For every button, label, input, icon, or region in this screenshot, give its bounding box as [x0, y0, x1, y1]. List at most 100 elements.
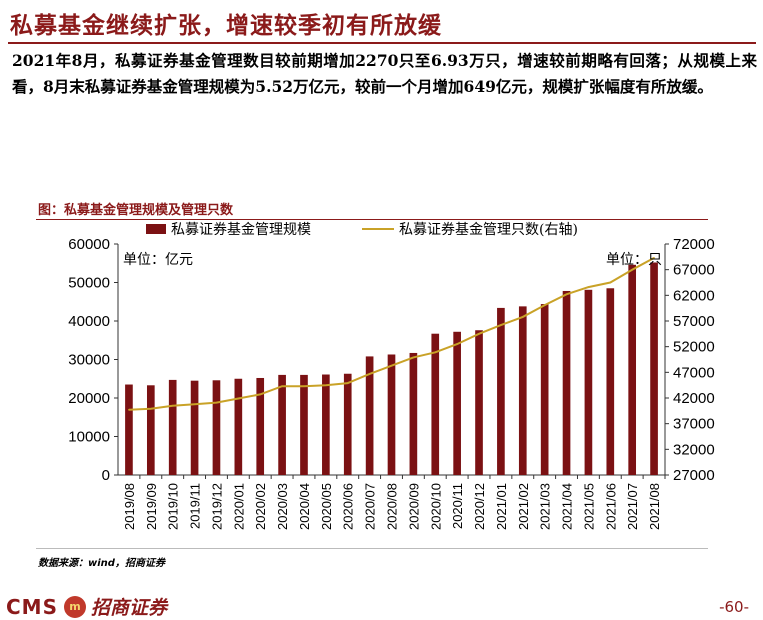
x-axis-tick-label: 2020/12: [472, 483, 487, 530]
line-point-2021/04: [565, 293, 568, 296]
line-point-2020/05: [325, 384, 327, 387]
x-axis-tick-label: 2021/04: [560, 483, 575, 530]
line-point-2019/10: [171, 404, 174, 407]
line-point-2020/02: [259, 393, 262, 396]
line-point-2020/04: [303, 385, 305, 388]
summary-paragraph: 2021年8月，私募证券基金管理数目较前期增加2270只至6.93万只，增速较前…: [12, 48, 757, 100]
right-axis-tick-label: 57000: [673, 313, 715, 330]
x-axis-tick-label: 2021/01: [494, 483, 509, 530]
figure-title: 图：私募基金管理规模及管理只数: [38, 203, 234, 218]
x-axis-tick-label: 2021/02: [516, 483, 531, 530]
left-axis-tick-label: 10000: [68, 429, 110, 446]
line-point-2020/09: [412, 356, 415, 359]
bar-2020/02: [256, 377, 265, 475]
bar-2021/05: [584, 289, 593, 475]
x-axis-tick-label: 2020/08: [385, 483, 400, 530]
line-point-2021/05: [587, 286, 590, 288]
bar-2020/03: [278, 374, 286, 475]
company-emblem-icon: m: [63, 595, 86, 618]
line-point-2019/09: [150, 408, 152, 410]
bar-2019/11: [190, 380, 199, 475]
figure-title-divider: [36, 219, 708, 220]
slide-title: 私募基金继续扩张，增速较季初有所放缓: [10, 12, 442, 39]
bar-2019/12: [212, 380, 221, 475]
footer-logo: CMS m 招商证券: [6, 593, 167, 620]
left-axis-tick-label: 30000: [68, 352, 110, 369]
bar-2019/08: [125, 384, 133, 475]
x-axis-tick-label: 2020/04: [297, 483, 312, 530]
left-axis-tick-label: 60000: [68, 236, 110, 253]
right-axis-tick-label: 62000: [673, 287, 715, 304]
x-axis-tick-label: 2020/01: [231, 483, 246, 530]
bar-2021/06: [606, 288, 615, 475]
bar-2021/02: [518, 306, 527, 475]
left-axis-tick-label: 40000: [68, 313, 110, 330]
line-point-2020/03: [281, 385, 283, 388]
figure-bottom-divider: [36, 548, 708, 549]
line-point-2019/12: [215, 401, 218, 404]
left-axis-tick-label: 50000: [68, 275, 110, 292]
legend-bar-swatch: [146, 224, 166, 234]
bar-2020/04: [300, 374, 308, 475]
line-point-2021/08: [653, 257, 655, 259]
line-point-2021/02: [522, 316, 524, 318]
x-axis-tick-label: 2021/07: [625, 483, 640, 530]
line-point-2020/06: [346, 382, 349, 384]
x-axis-tick-label: 2020/06: [341, 483, 356, 530]
bar-2020/11: [453, 331, 461, 475]
right-axis-tick-label: 67000: [673, 262, 715, 279]
left-axis-tick-label: 20000: [68, 390, 110, 407]
x-axis-tick-label: 2019/11: [188, 483, 203, 529]
bar-2021/07: [628, 264, 637, 475]
bar-2021/04: [562, 290, 571, 475]
x-axis-tick-label: 2021/03: [538, 483, 553, 530]
bar-2020/07: [365, 356, 374, 475]
bar-2020/10: [431, 333, 440, 475]
line-point-2019/11: [193, 403, 196, 406]
x-axis-tick-label: 2020/10: [428, 483, 443, 530]
line-point-2020/10: [434, 351, 437, 354]
bar-2020/12: [475, 330, 483, 475]
x-axis-tick-label: 2021/06: [603, 483, 618, 530]
right-axis-tick-label: 27000: [673, 467, 715, 484]
bar-2020/06: [343, 373, 352, 475]
x-axis-tick-label: 2019/08: [122, 483, 137, 530]
right-axis-unit-label: 单位：只: [606, 252, 662, 268]
x-axis-tick-label: 2020/03: [275, 483, 290, 530]
bar-2019/09: [146, 385, 155, 475]
bar-2020/09: [409, 352, 418, 475]
line-point-2020/12: [478, 333, 480, 335]
bar-2021/08: [650, 262, 658, 475]
x-axis-tick-label: 2020/11: [450, 483, 465, 529]
brand-name: 招商证券: [90, 597, 167, 619]
cms-logo-text: CMS: [6, 594, 58, 619]
right-axis-tick-label: 32000: [673, 441, 715, 458]
line-point-2020/08: [390, 364, 393, 367]
bar-2019/10: [168, 379, 177, 475]
line-point-2021/03: [543, 304, 546, 306]
data-source: 数据来源：wind，招商证券: [38, 558, 165, 569]
right-axis-tick-label: 72000: [673, 236, 715, 253]
x-axis-tick-label: 2019/10: [166, 483, 181, 530]
bar-2021/01: [497, 307, 505, 475]
right-axis-tick-label: 47000: [673, 364, 715, 381]
left-axis-unit-label: 单位：亿元: [123, 252, 193, 268]
bar-2020/05: [322, 374, 330, 475]
legend-line-label: 私募证券基金管理只数(右轴): [399, 221, 578, 238]
x-axis-tick-label: 2020/09: [406, 483, 421, 530]
right-axis-tick-label: 37000: [673, 416, 715, 433]
legend-bar-label: 私募证券基金管理规模: [171, 221, 311, 238]
x-axis-tick-label: 2021/05: [581, 483, 596, 530]
line-point-2020/07: [368, 373, 371, 375]
bar-2021/03: [540, 304, 549, 475]
line-point-2020/11: [456, 343, 458, 345]
bar-2020/08: [387, 354, 396, 475]
x-axis-tick-label: 2021/08: [647, 483, 662, 530]
title-divider: [8, 42, 756, 44]
page-number: -60-: [719, 598, 749, 616]
bar-2020/01: [234, 378, 243, 475]
summary-text: 2021年8月，私募证券基金管理数目较前期增加2270只至6.93万只，增速较前…: [12, 51, 757, 96]
left-axis-tick-label: 0: [102, 467, 110, 484]
x-axis-tick-label: 2020/02: [253, 483, 268, 530]
right-axis-tick-label: 42000: [673, 390, 715, 407]
